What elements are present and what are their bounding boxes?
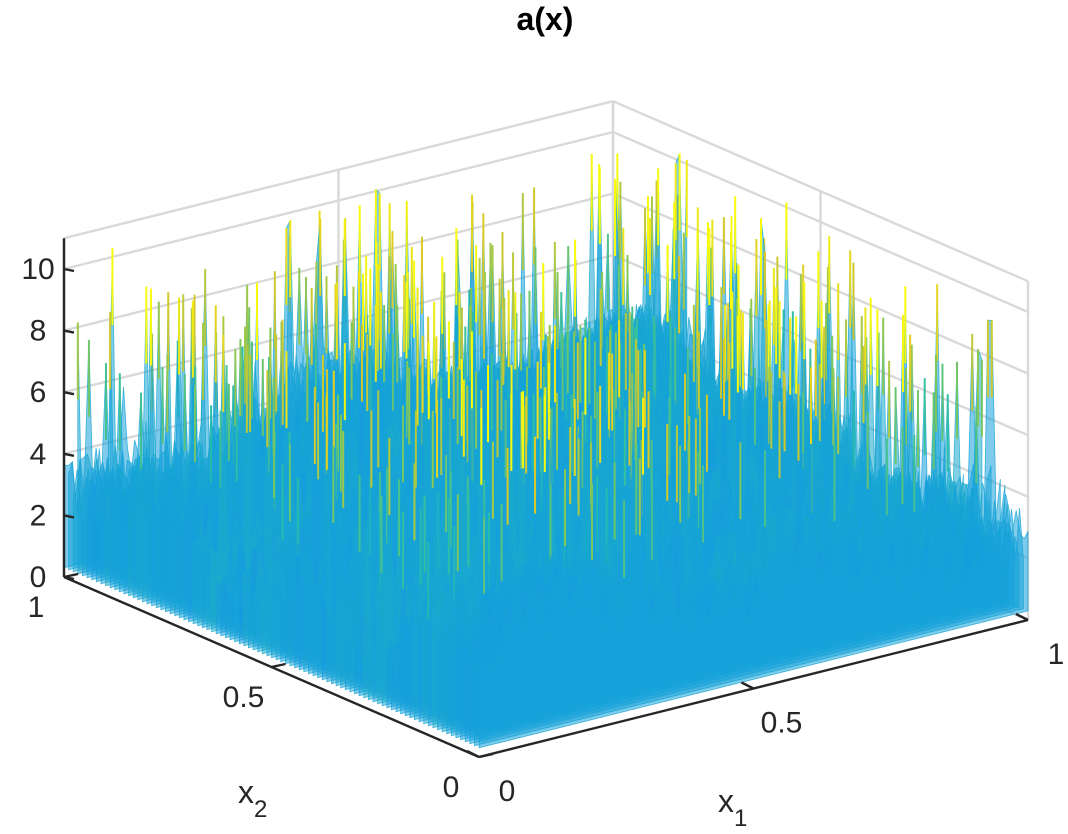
- x1-tick: [740, 681, 755, 690]
- x2-tick: [63, 572, 79, 579]
- x1-tick-label: 1: [1048, 638, 1065, 671]
- surface-strip: [478, 423, 1029, 749]
- y-axis-label-sub: 2: [254, 796, 267, 823]
- x-axis-label: x1: [718, 783, 747, 832]
- x2-tick-label: 0.5: [223, 681, 265, 714]
- surface-mesh: [63, 153, 1029, 749]
- z-tick: [63, 452, 75, 457]
- z-tick: [63, 391, 75, 396]
- x-axis-label-sub: 1: [734, 805, 747, 832]
- z-tick-label: 8: [30, 315, 47, 348]
- x2-tick-label: 0: [443, 771, 460, 804]
- z-tick: [63, 267, 75, 273]
- chart-title: a(x): [517, 1, 574, 37]
- z-tick-label: 6: [30, 376, 47, 409]
- x1-tick-label: 0: [499, 775, 516, 808]
- y-axis-label: x2: [238, 774, 267, 823]
- z-tick-label: 10: [21, 253, 54, 286]
- x2-tick: [478, 752, 494, 759]
- x-axis-label-base: x: [718, 783, 734, 819]
- x2-tick-label: 1: [28, 591, 45, 624]
- x1-tick: [1015, 612, 1029, 622]
- z-tick-label: 4: [30, 438, 47, 471]
- z-tick: [63, 329, 75, 334]
- x1-tick-label: 0.5: [761, 707, 803, 740]
- z-tick-label: 0: [30, 561, 47, 594]
- z-tick: [63, 514, 75, 519]
- x1-tick: [466, 749, 480, 759]
- y-axis-label-base: x: [238, 774, 254, 810]
- x2-tick: [271, 662, 286, 669]
- tick-marks: [63, 267, 1029, 759]
- z-tick-label: 2: [30, 499, 47, 532]
